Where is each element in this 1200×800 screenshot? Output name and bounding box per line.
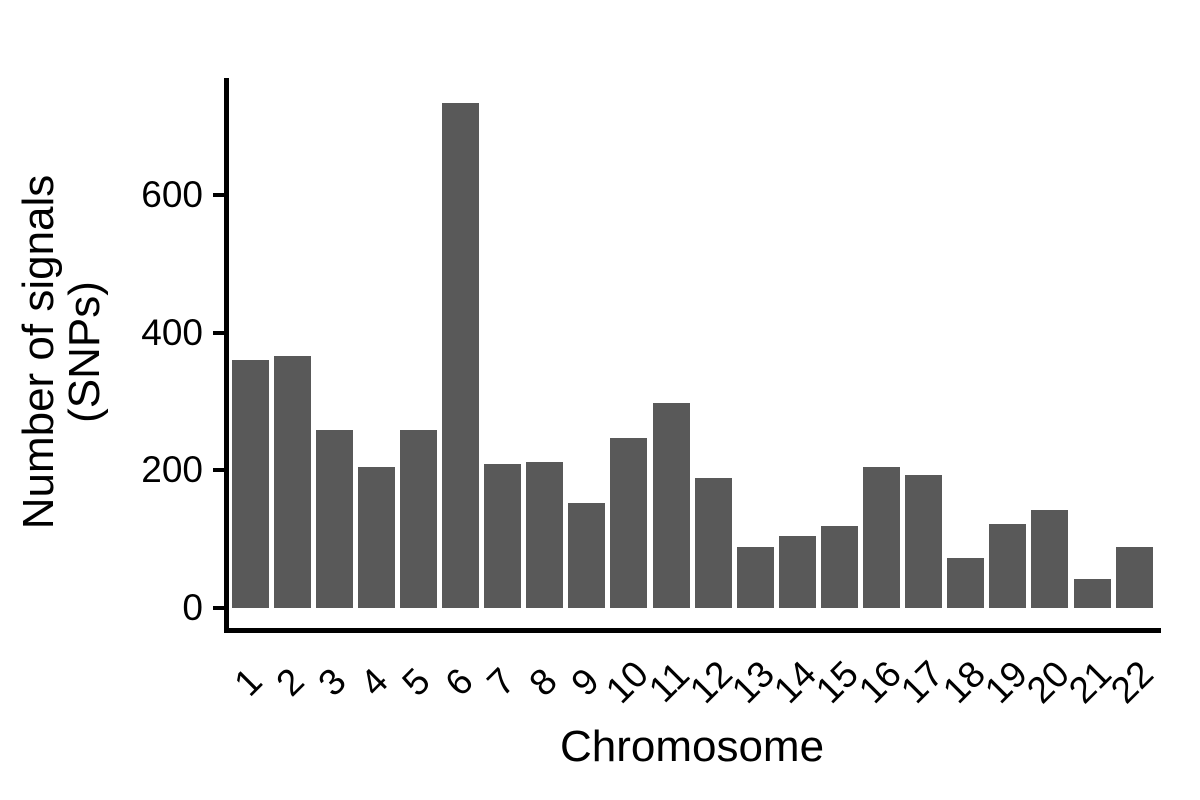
bar-chr12: [694, 477, 732, 608]
x-tick-label-chr22: 22: [1103, 652, 1162, 712]
y-tick-label: 400: [141, 311, 203, 353]
bar-chr19: [989, 524, 1027, 608]
x-tick-label-chr1: 1: [226, 660, 270, 704]
x-tick-label-chr5: 5: [394, 660, 439, 704]
x-tick-label-chr4: 4: [352, 660, 397, 704]
bar-chr3: [315, 430, 353, 608]
bar-chr15: [820, 526, 858, 608]
bar-chr9: [568, 502, 606, 608]
bar-chr2: [273, 355, 311, 608]
y-axis-line: [224, 78, 229, 633]
y-tick-mark: [213, 193, 224, 198]
bar-chr20: [1031, 510, 1069, 608]
y-tick-mark: [213, 606, 224, 610]
bar-chr11: [652, 402, 690, 608]
y-tick-mark: [213, 330, 224, 335]
bar-chr7: [484, 464, 522, 608]
y-tick-mark: [213, 468, 224, 473]
x-tick-label-chr3: 3: [310, 660, 354, 704]
bar-chr8: [526, 462, 564, 608]
bar-chr17: [905, 475, 943, 608]
bar-chr10: [610, 438, 648, 608]
y-axis-title-line-2: (SNPs): [60, 281, 109, 423]
bar-chr1: [231, 360, 269, 608]
y-axis-title: Number of signals (SNPs): [14, 174, 109, 530]
y-tick-label: 0: [182, 587, 203, 628]
x-tick-label-chr2: 2: [268, 660, 312, 704]
bar-chr22: [1115, 547, 1153, 608]
y-tick-label: 600: [141, 174, 203, 216]
x-tick-label-chr8: 8: [520, 660, 565, 704]
bar-chr18: [947, 558, 985, 608]
x-axis-title: Chromosome: [559, 722, 825, 771]
bar-chr16: [863, 466, 900, 608]
bar-chr6: [442, 103, 479, 608]
bar-chr5: [399, 430, 437, 608]
x-tick-label-chr7: 7: [478, 660, 523, 704]
x-axis-line: [224, 628, 1161, 633]
bar-chr4: [357, 466, 395, 608]
y-axis-title-line-1: Number of signals: [14, 174, 63, 530]
x-tick-label-chr6: 6: [436, 660, 481, 704]
bar-chr13: [736, 546, 774, 608]
bar-chr14: [778, 535, 816, 608]
y-tick-label: 200: [141, 449, 203, 491]
bar-chr21: [1073, 579, 1111, 608]
